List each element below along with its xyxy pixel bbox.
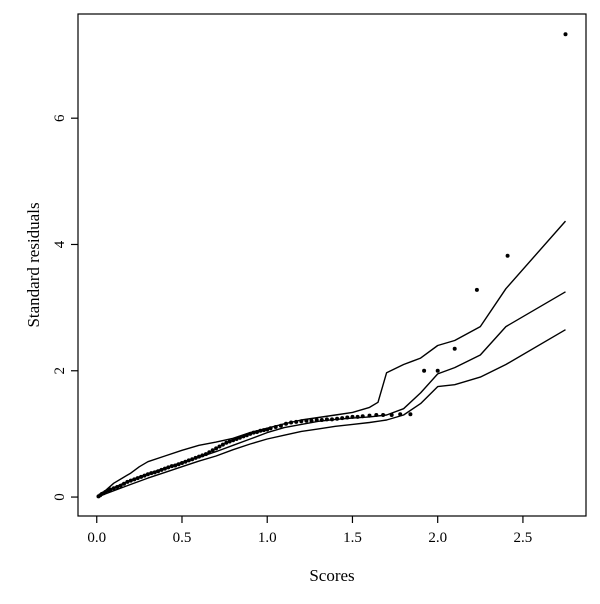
data-point: [193, 455, 198, 460]
x-tick-label: 2.0: [428, 530, 447, 546]
data-point: [173, 463, 178, 468]
data-point: [207, 450, 212, 455]
data-point: [156, 469, 161, 474]
data-point: [330, 417, 334, 422]
data-points: [96, 32, 568, 499]
data-point: [169, 464, 174, 469]
data-point: [217, 444, 222, 449]
data-point: [258, 428, 263, 433]
data-point: [299, 419, 304, 424]
data-point: [166, 465, 171, 470]
data-point: [422, 368, 427, 373]
data-point: [350, 414, 355, 419]
data-point: [234, 437, 239, 441]
data-point: [319, 418, 324, 422]
data-point: [197, 454, 201, 459]
data-point: [278, 423, 283, 428]
data-point: [340, 416, 345, 421]
x-tick-label: 1.5: [343, 530, 362, 546]
data-point: [231, 438, 236, 443]
data-point: [284, 421, 288, 426]
data-point: [309, 418, 314, 423]
data-point: [200, 453, 205, 458]
data-point: [128, 478, 133, 483]
x-tick-label: 2.5: [514, 530, 533, 546]
data-point: [289, 420, 294, 425]
y-tick-label: 6: [52, 114, 68, 122]
data-point: [474, 287, 479, 292]
data-point: [220, 442, 225, 447]
x-axis: 0.0 0.5 1.0 1.5 2.0 2.5: [87, 516, 532, 546]
x-tick-label: 0.5: [173, 530, 192, 546]
data-point: [355, 414, 360, 419]
data-point: [335, 416, 340, 421]
data-point: [273, 425, 278, 429]
data-point: [139, 474, 144, 479]
data-point: [435, 368, 440, 373]
data-point: [159, 467, 164, 472]
plot-frame: [77, 13, 587, 517]
data-point: [115, 485, 120, 489]
x-axis-label: Scores: [309, 566, 354, 585]
data-point: [251, 430, 256, 435]
data-point: [248, 431, 253, 436]
data-point: [210, 448, 215, 453]
data-point: [304, 418, 309, 423]
envelope-line: [96, 220, 567, 498]
data-point: [162, 466, 167, 471]
envelope-line: [96, 329, 566, 498]
data-point: [122, 481, 126, 486]
data-point: [505, 253, 510, 258]
data-point: [265, 427, 270, 432]
data-point: [360, 414, 365, 419]
data-point: [118, 483, 123, 488]
data-point: [145, 472, 150, 477]
data-point: [227, 439, 232, 444]
data-point: [314, 418, 319, 422]
data-point: [108, 487, 113, 492]
data-point: [237, 435, 242, 440]
data-point: [398, 412, 403, 417]
data-point: [183, 459, 188, 464]
y-axis-label: Standard residuals: [24, 202, 43, 327]
data-point: [186, 458, 191, 463]
data-point: [324, 417, 329, 422]
data-point: [294, 419, 299, 424]
data-point: [408, 412, 413, 417]
data-point: [149, 471, 154, 476]
data-point: [367, 413, 372, 418]
data-point: [241, 434, 246, 439]
data-point: [111, 486, 116, 491]
y-axis: 0 2 4 6: [52, 114, 78, 501]
data-point: [224, 440, 229, 445]
data-point: [203, 452, 208, 457]
data-point: [135, 476, 140, 481]
data-point: [152, 470, 157, 475]
data-point: [452, 346, 457, 351]
data-point: [176, 462, 181, 467]
y-tick-label: 0: [52, 493, 68, 501]
data-point: [374, 413, 379, 417]
data-point: [563, 32, 568, 37]
data-point: [389, 413, 394, 417]
data-point: [244, 433, 249, 438]
x-tick-label: 0.0: [87, 530, 106, 546]
data-point: [190, 457, 195, 462]
data-point: [214, 446, 219, 451]
data-point: [132, 477, 137, 482]
x-tick-label: 1.0: [258, 530, 277, 546]
y-tick-label: 4: [52, 240, 68, 248]
y-tick-label: 2: [52, 367, 68, 375]
data-point: [268, 426, 273, 431]
data-point: [345, 415, 350, 420]
data-point: [381, 413, 386, 417]
data-point: [125, 479, 130, 484]
data-point: [103, 490, 108, 494]
data-point: [142, 473, 147, 478]
data-point: [261, 428, 266, 433]
data-point: [180, 461, 184, 465]
envelope-lines: [96, 220, 567, 498]
data-point: [255, 430, 259, 434]
